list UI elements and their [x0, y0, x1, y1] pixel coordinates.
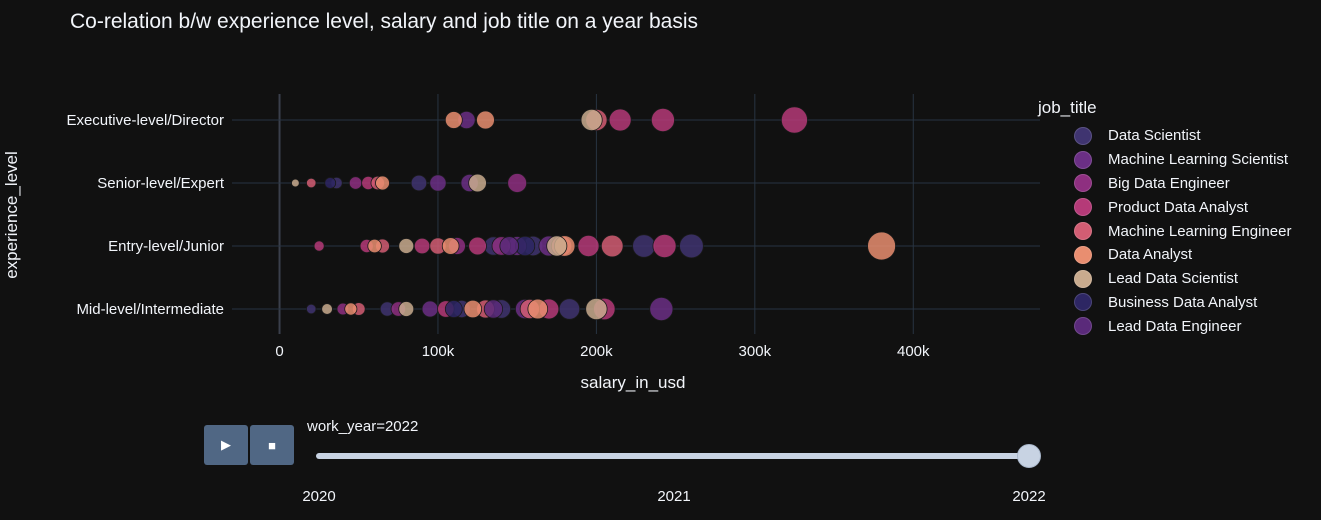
- y-axis-label: experience_level: [2, 151, 21, 279]
- data-point[interactable]: [410, 174, 428, 192]
- legend-label: Machine Learning Engineer: [1108, 222, 1292, 240]
- data-point[interactable]: [291, 178, 300, 188]
- x-tick-label: 400k: [897, 343, 930, 360]
- data-point[interactable]: [476, 110, 495, 130]
- data-point[interactable]: [507, 173, 528, 193]
- data-point[interactable]: [444, 300, 463, 318]
- legend-swatch: [1074, 126, 1092, 145]
- data-point[interactable]: [652, 233, 677, 258]
- legend-item[interactable]: Data Scientist: [1040, 124, 1291, 148]
- legend-label: Data Scientist: [1108, 127, 1201, 145]
- data-point[interactable]: [344, 302, 358, 316]
- legend: job_title Data Scientist Machine Learning…: [1038, 98, 1291, 338]
- legend-item[interactable]: Big Data Engineer: [1040, 172, 1291, 196]
- data-point[interactable]: [444, 111, 463, 129]
- data-point[interactable]: [441, 237, 460, 255]
- data-point[interactable]: [375, 175, 390, 191]
- slider-step-2020[interactable]: 2020: [302, 488, 336, 505]
- stop-icon: ■: [268, 437, 276, 453]
- data-point[interactable]: [499, 236, 520, 256]
- legend-item[interactable]: Data Analyst: [1040, 243, 1291, 267]
- x-tick-label: 200k: [580, 343, 613, 360]
- legend-label: Data Analyst: [1108, 246, 1193, 264]
- year-slider-handle[interactable]: [1017, 444, 1041, 468]
- legend-swatch: [1074, 269, 1092, 288]
- legend-label: Big Data Engineer: [1108, 174, 1230, 192]
- play-button[interactable]: ▶: [204, 425, 248, 465]
- chart-title: Co-relation b/w experience level, salary…: [70, 10, 699, 33]
- data-point[interactable]: [867, 231, 896, 261]
- legend-swatch: [1074, 222, 1092, 241]
- data-point[interactable]: [367, 238, 382, 254]
- legend-item[interactable]: Lead Data Scientist: [1040, 267, 1291, 291]
- data-point[interactable]: [580, 109, 603, 132]
- data-point[interactable]: [306, 303, 317, 315]
- legend-label: Machine Learning Scientist: [1108, 151, 1289, 169]
- data-point[interactable]: [313, 240, 325, 252]
- grid-lines: [232, 94, 1040, 334]
- legend-label: Business Data Analyst: [1108, 293, 1258, 311]
- y-tick-label: Senior-level/Expert: [97, 175, 225, 192]
- legend-item[interactable]: Business Data Analyst: [1040, 291, 1291, 315]
- data-point[interactable]: [780, 106, 808, 134]
- legend-label: Lead Data Scientist: [1108, 270, 1239, 288]
- x-tick-label: 0: [275, 343, 283, 360]
- data-point[interactable]: [632, 234, 656, 258]
- data-point[interactable]: [348, 176, 363, 190]
- legend-swatch: [1074, 293, 1092, 312]
- legend-swatch: [1074, 245, 1092, 264]
- data-point[interactable]: [600, 234, 624, 258]
- data-point[interactable]: [421, 300, 439, 318]
- data-point[interactable]: [429, 174, 447, 192]
- data-point[interactable]: [463, 299, 483, 319]
- data-point[interactable]: [577, 234, 600, 257]
- legend-item[interactable]: Lead Data Engineer: [1040, 314, 1291, 338]
- slider-step-2022[interactable]: 2022: [1012, 488, 1046, 505]
- legend-swatch: [1074, 150, 1092, 169]
- data-point[interactable]: [398, 238, 415, 254]
- data-point[interactable]: [306, 177, 317, 189]
- y-tick-label: Entry-level/Junior: [108, 238, 224, 255]
- data-point[interactable]: [483, 299, 504, 319]
- data-point[interactable]: [558, 298, 581, 320]
- legend-swatch: [1074, 317, 1092, 336]
- x-tick-label: 300k: [739, 343, 772, 360]
- data-point[interactable]: [585, 297, 608, 321]
- data-point[interactable]: [398, 301, 415, 317]
- data-point[interactable]: [324, 177, 337, 189]
- data-point[interactable]: [527, 298, 549, 320]
- data-point[interactable]: [649, 296, 674, 321]
- play-icon: ▶: [221, 437, 231, 452]
- legend-item[interactable]: Product Data Analyst: [1040, 195, 1291, 219]
- legend-item[interactable]: Machine Learning Engineer: [1040, 219, 1291, 243]
- legend-item[interactable]: Machine Learning Scientist: [1040, 148, 1291, 172]
- slider-current-label: work_year=2022: [307, 418, 419, 435]
- data-point[interactable]: [468, 173, 487, 193]
- data-point[interactable]: [546, 235, 568, 257]
- stop-button[interactable]: ■: [250, 425, 294, 465]
- data-point[interactable]: [468, 236, 487, 256]
- data-point[interactable]: [413, 237, 431, 255]
- data-point[interactable]: [608, 108, 632, 132]
- x-tick-label: 100k: [422, 343, 455, 360]
- legend-swatch: [1074, 174, 1092, 193]
- x-axis-label: salary_in_usd: [581, 373, 686, 392]
- legend-label: Product Data Analyst: [1108, 198, 1249, 216]
- year-slider-track[interactable]: [316, 453, 1028, 459]
- legend-swatch: [1074, 198, 1092, 217]
- legend-title: job_title: [1038, 98, 1097, 117]
- data-points: [291, 106, 896, 321]
- legend-label: Lead Data Engineer: [1108, 317, 1242, 335]
- tick-labels: 0 100k 200k 300k 400k Executive-level/Directo…: [66, 112, 930, 360]
- data-point[interactable]: [321, 303, 333, 315]
- y-tick-label: Mid-level/Intermediate: [76, 301, 224, 318]
- data-point[interactable]: [650, 108, 675, 133]
- slider-step-2021[interactable]: 2021: [657, 488, 691, 505]
- data-point[interactable]: [679, 233, 704, 259]
- y-tick-label: Executive-level/Director: [66, 112, 224, 129]
